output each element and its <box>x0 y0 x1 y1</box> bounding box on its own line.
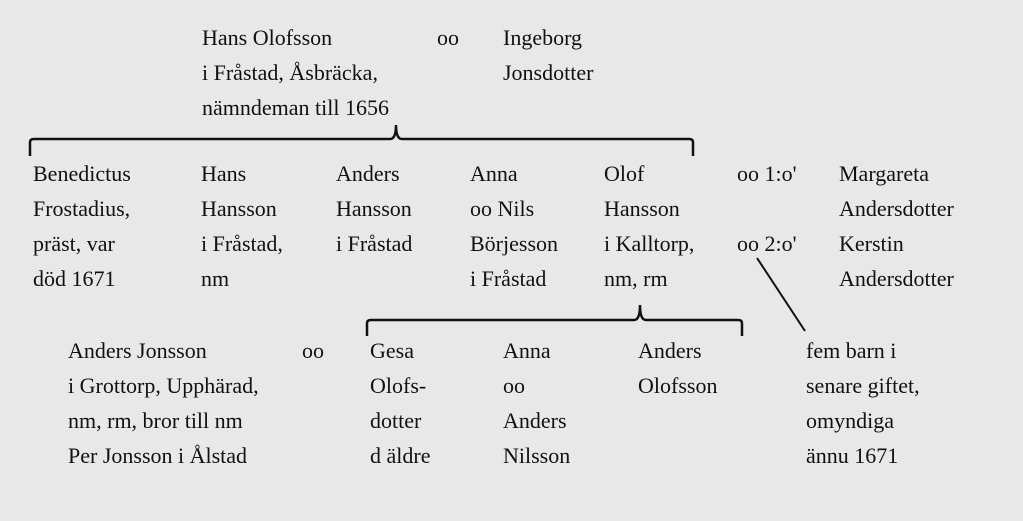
line: i Grottorp, Upphärad, <box>68 373 259 398</box>
line: Benedictus <box>33 161 131 186</box>
grandchildren-bracket <box>365 304 744 336</box>
line: d äldre <box>370 443 431 468</box>
line: Anna <box>503 338 551 363</box>
line: Per Jonsson i Ålstad <box>68 443 248 468</box>
second-marriage-children: fem barn i senare giftet, omyndiga ännu 167… <box>806 333 920 473</box>
mother-name: Ingeborg <box>503 25 583 50</box>
father-block: Hans Olofsson i Fråstad, Åsbräcka, nämnd… <box>202 20 389 125</box>
line: omyndiga <box>806 408 894 433</box>
child-benedictus: Benedictus Frostadius, präst, var död 1671 <box>33 156 131 296</box>
child-hans: Hans Hansson i Fråstad, nm <box>201 156 283 296</box>
line: Nilsson <box>503 443 571 468</box>
child-anders: Anders Hansson i Fråstad <box>336 156 412 261</box>
line: nm, rm, bror till nm <box>68 408 243 433</box>
line: i Fråstad <box>336 231 413 256</box>
line: senare giftet, <box>806 373 920 398</box>
line: Anders <box>503 408 567 433</box>
child-anna: Anna oo Nils Börjesson i Fråstad <box>470 156 558 296</box>
line: nm, rm <box>604 266 668 291</box>
line: Gesa <box>370 338 414 363</box>
second-marriage-marker: oo 2:o' <box>737 231 797 256</box>
wives-block: Margareta Andersdotter Kerstin Andersdotter <box>839 156 954 296</box>
line: Börjesson <box>470 231 558 256</box>
parents-marriage-marker: oo <box>437 25 459 50</box>
line: Andersdotter <box>839 266 954 291</box>
line: fem barn i <box>806 338 897 363</box>
line: Olofs- <box>370 373 427 398</box>
grandchild-anna: Anna oo Anders Nilsson <box>503 333 570 473</box>
line: ännu 1671 <box>806 443 899 468</box>
line: Anna <box>470 161 518 186</box>
line: dotter <box>370 408 422 433</box>
line: oo Nils <box>470 196 535 221</box>
grandchild-anders: Anders Olofsson <box>638 333 717 403</box>
line: Andersdotter <box>839 196 954 221</box>
line: Anders Jonsson <box>68 338 207 363</box>
line: Kerstin <box>839 231 904 256</box>
line: i Fråstad, <box>201 231 283 256</box>
father-name: Hans Olofsson <box>202 25 333 50</box>
line: Olofsson <box>638 373 718 398</box>
father-title: nämndeman till 1656 <box>202 95 389 120</box>
mother-block: Ingeborg Jonsdotter <box>503 20 593 90</box>
child-olof: Olof Hansson i Kalltorp, nm, rm <box>604 156 694 296</box>
line: Margareta <box>839 161 929 186</box>
line: i Fråstad <box>470 266 547 291</box>
second-marriage-line <box>756 257 806 332</box>
line: Hansson <box>604 196 680 221</box>
mother-surname: Jonsdotter <box>503 60 594 85</box>
line: nm <box>201 266 230 291</box>
line: Anders <box>638 338 702 363</box>
line: Frostadius, <box>33 196 131 221</box>
children-bracket <box>28 124 695 156</box>
line: död 1671 <box>33 266 116 291</box>
line: Hansson <box>201 196 277 221</box>
gesa-spouse: Anders Jonsson i Grottorp, Upphärad, nm, r… <box>68 333 259 473</box>
line: Olof <box>604 161 645 186</box>
line: präst, var <box>33 231 115 256</box>
line: i Kalltorp, <box>604 231 695 256</box>
line: Hans <box>201 161 247 186</box>
line: oo <box>503 373 525 398</box>
grandchild-gesa: Gesa Olofs-dotter d äldre <box>370 333 430 473</box>
first-marriage-marker: oo 1:o' <box>737 161 797 186</box>
father-place: i Fråstad, Åsbräcka, <box>202 60 378 85</box>
gesa-marriage-marker: oo <box>302 338 324 363</box>
line: Anders <box>336 161 400 186</box>
line: Hansson <box>336 196 412 221</box>
